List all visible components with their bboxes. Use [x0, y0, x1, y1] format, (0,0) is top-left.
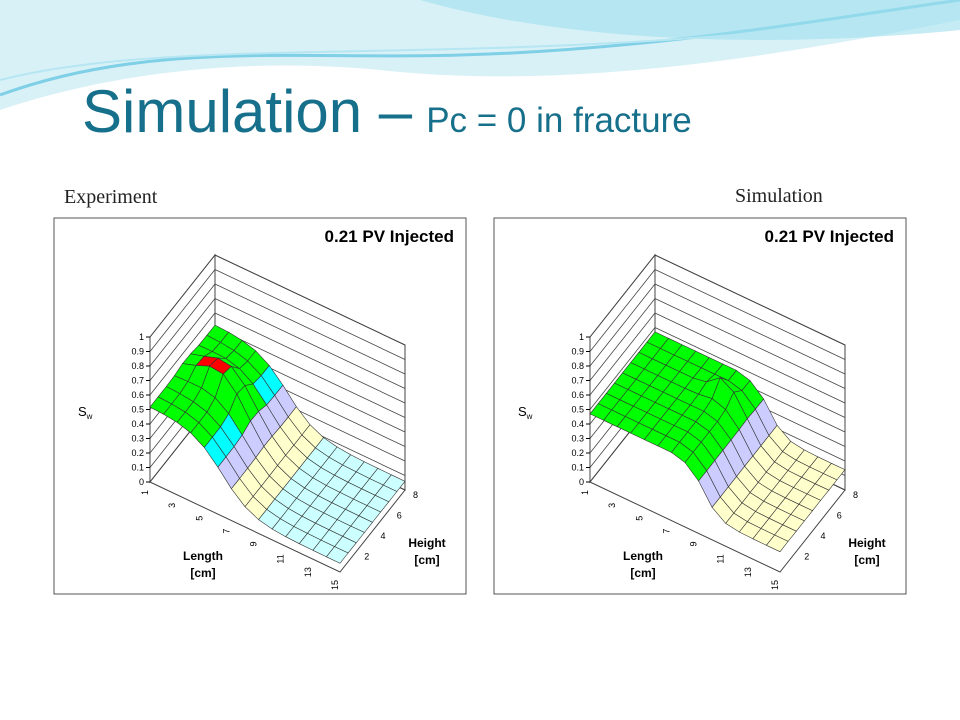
- wall-grid-line: [589, 254, 846, 346]
- z-tick-label: 0: [579, 477, 584, 487]
- wall-grid-line: [589, 327, 846, 418]
- x-tick-label: 1: [580, 490, 590, 495]
- surface-cell: [325, 546, 349, 564]
- y-tick-label: 4: [821, 531, 826, 541]
- z-tick-label: 0.7: [131, 376, 144, 386]
- z-tick-label: 0.7: [571, 376, 584, 386]
- z-tick-label: 1: [139, 332, 144, 342]
- y-tick-label: 8: [413, 490, 418, 500]
- x-tick-label: 3: [607, 503, 617, 508]
- wall-grid-line: [149, 312, 406, 404]
- y-axis-label: [cm]: [854, 553, 879, 567]
- x-tick-label: 7: [661, 529, 671, 534]
- plot-panel: Simulation 0.21 PV Injected 0 0.1 0.2 0.3 0.4 0…: [493, 185, 907, 595]
- x-axis-label: [cm]: [630, 566, 655, 580]
- surface-cell: [765, 534, 789, 553]
- z-tick-label: 0.6: [571, 390, 584, 400]
- wall-grid-line: [589, 269, 846, 360]
- z-tick-label: 0.1: [571, 463, 584, 473]
- z-tick-label: 0.8: [571, 361, 584, 371]
- wall-grid-line: [589, 298, 846, 389]
- plot-panel: Experiment 0.21 PV Injected 0 0.1 0.2 0.3 0.4 0…: [53, 186, 467, 595]
- panel-caption: Experiment: [64, 186, 158, 208]
- x-tick-label: 3: [167, 503, 177, 508]
- x-tick-label: 5: [634, 516, 644, 521]
- slide-title: Simulation – Pc = 0 in fracture: [82, 78, 692, 145]
- z-tick-label: 0.5: [571, 405, 584, 415]
- z-tick-label: 0.2: [571, 448, 584, 458]
- x-tick-label: 13: [743, 567, 753, 577]
- z-tick-label: 0.9: [131, 347, 144, 357]
- z-tick-label: 0.6: [131, 390, 144, 400]
- z-tick-label: 1: [579, 332, 584, 342]
- plot-title: 0.21 PV Injected: [765, 227, 894, 246]
- z-tick-label: 0.3: [131, 434, 144, 444]
- wall-grid-line: [149, 269, 406, 360]
- z-label-sub: w: [86, 412, 93, 421]
- z-tick-label: 0.5: [131, 405, 144, 415]
- y-tick-label: 6: [837, 511, 842, 521]
- z-tick-label: 0.2: [131, 448, 144, 458]
- x-tick-label: 13: [303, 567, 313, 577]
- z-axis-label: Sw: [518, 404, 533, 421]
- y-tick-label: 8: [853, 490, 858, 500]
- wall-grid-line: [589, 283, 846, 375]
- y-axis-label: Height: [408, 536, 445, 550]
- z-label: S: [78, 404, 87, 419]
- x-tick-label: 15: [330, 580, 340, 590]
- y-axis-label: Height: [848, 536, 885, 550]
- z-tick-label: 0.9: [571, 347, 584, 357]
- x-axis-label: [cm]: [190, 566, 215, 580]
- z-tick-label: 0.8: [131, 361, 144, 371]
- y-tick-label: 6: [397, 511, 402, 521]
- z-tick-label: 0.4: [131, 419, 144, 429]
- z-tick-label: 0.1: [131, 463, 144, 473]
- header-wave: [420, 0, 960, 40]
- x-tick-label: 9: [249, 541, 259, 546]
- x-axis-label: Length: [183, 549, 223, 563]
- y-axis-label: [cm]: [414, 553, 439, 567]
- z-label-sub: w: [526, 412, 533, 421]
- wall-grid-line: [149, 298, 406, 389]
- z-tick-label: 0.3: [571, 434, 584, 444]
- x-axis-label: Length: [623, 549, 663, 563]
- wall-grid-line: [149, 283, 406, 375]
- z-label: S: [518, 404, 527, 419]
- x-tick-label: 11: [276, 554, 286, 563]
- plot-title: 0.21 PV Injected: [325, 227, 454, 246]
- z-tick-label: 0: [139, 477, 144, 487]
- wall-grid-line: [589, 312, 846, 404]
- x-tick-label: 7: [221, 529, 231, 534]
- title-main: Simulation –: [82, 78, 413, 145]
- x-tick-label: 9: [689, 541, 699, 546]
- x-tick-label: 5: [194, 516, 204, 521]
- title-sub: Pc = 0 in fracture: [426, 101, 692, 140]
- x-tick-label: 15: [770, 580, 780, 590]
- y-tick-label: 2: [364, 552, 369, 562]
- wall-grid-line: [149, 254, 406, 346]
- y-tick-label: 2: [804, 552, 809, 562]
- header-wave-line: [0, 9, 960, 81]
- y-tick-label: 4: [381, 531, 386, 541]
- z-axis-label: Sw: [78, 404, 93, 421]
- x-tick-label: 1: [140, 490, 150, 495]
- panel-caption: Simulation: [735, 185, 823, 207]
- x-tick-label: 11: [716, 554, 726, 563]
- z-tick-label: 0.4: [571, 419, 584, 429]
